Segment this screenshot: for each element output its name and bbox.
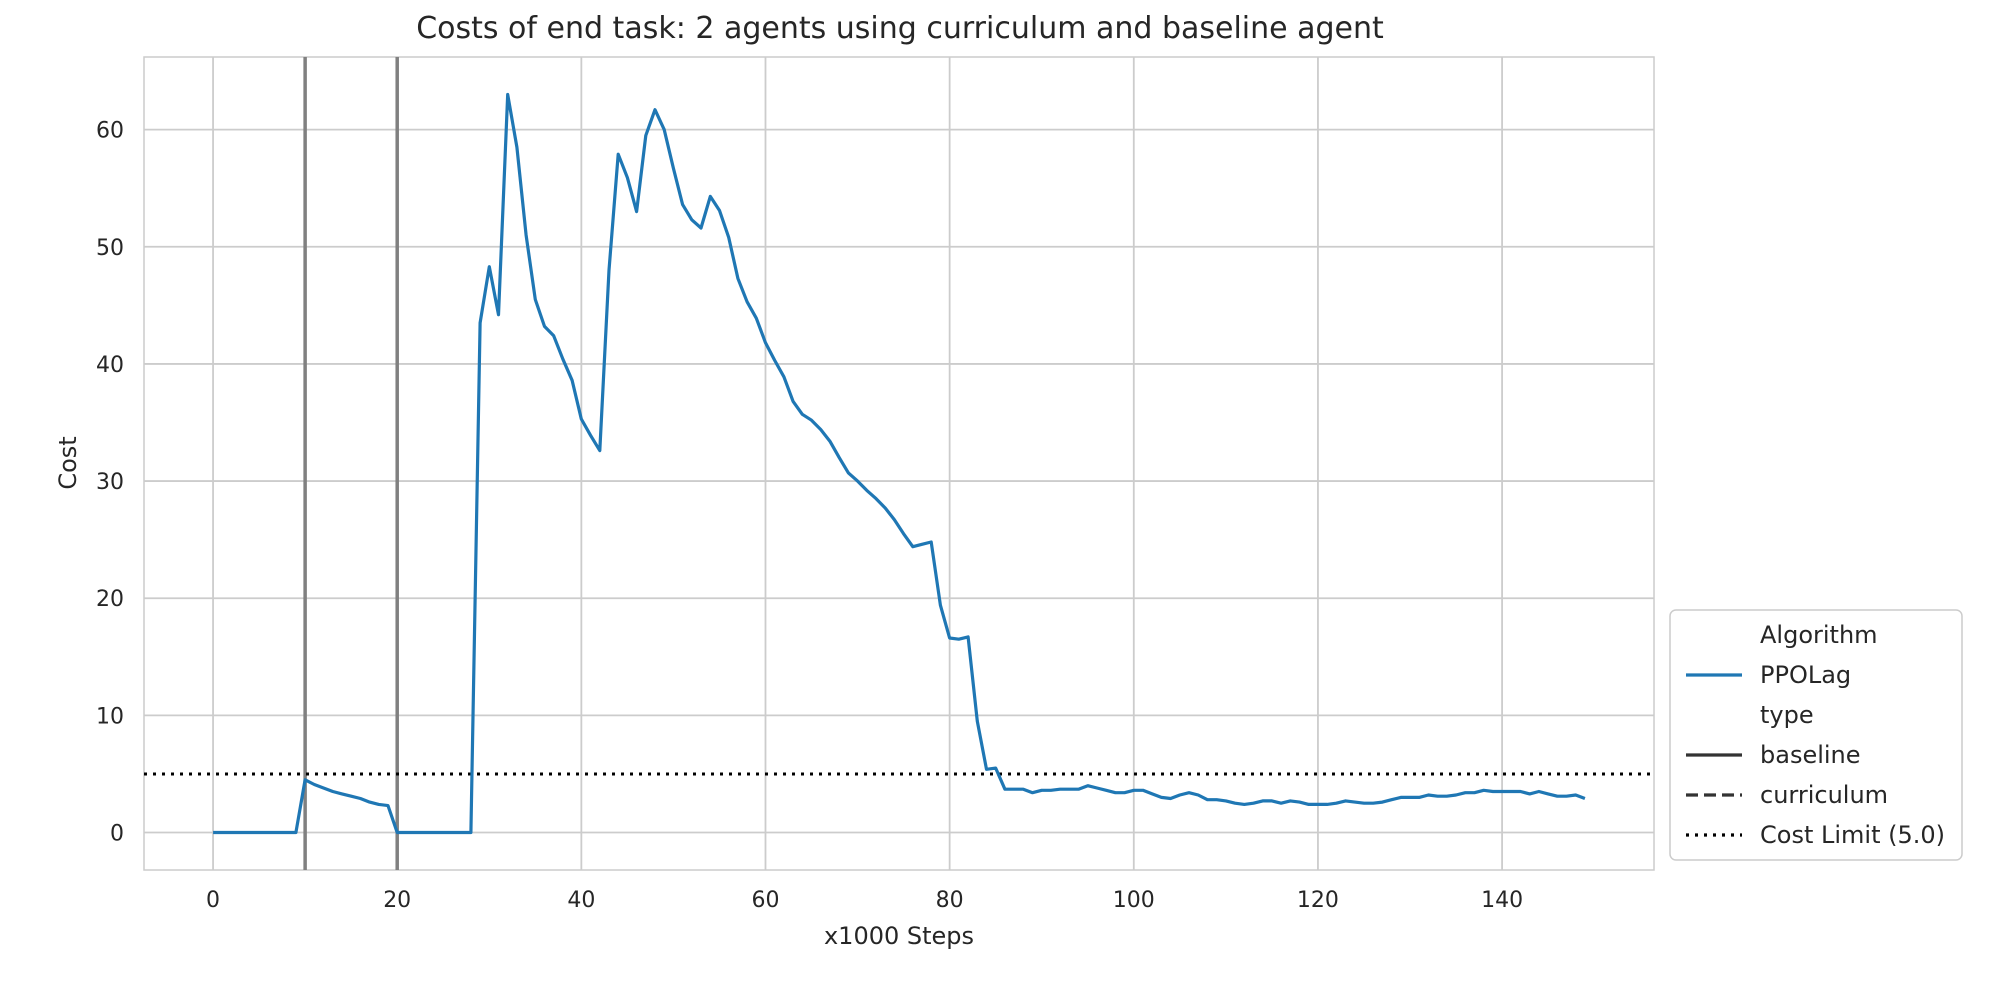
x-tick-label: 60 <box>751 888 779 913</box>
x-tick-label: 140 <box>1481 888 1523 913</box>
x-tick-label: 80 <box>936 888 964 913</box>
plot-area <box>143 56 1655 871</box>
x-tick-label: 20 <box>383 888 411 913</box>
x-axis-label: x1000 Steps <box>824 922 974 950</box>
legend-entry-label: curriculum <box>1760 781 1888 809</box>
plot-frame <box>143 56 1655 871</box>
y-tick-labels: 0 10 20 30 40 50 60 <box>96 119 124 847</box>
x-tick-label: 100 <box>1113 888 1155 913</box>
chart-title: Costs of end task: 2 agents using curric… <box>416 11 1384 46</box>
x-tick-label: 40 <box>567 888 595 913</box>
legend: Algorithm PPOLag type baseline curriculum Cos… <box>1669 609 1963 861</box>
x-tick-label: 0 <box>206 888 220 913</box>
series-group <box>213 92 1586 835</box>
legend-entry-label: baseline <box>1760 741 1861 769</box>
legend-entries: Algorithm PPOLag type baseline curriculum Cos… <box>1686 621 1945 849</box>
y-tick-label: 10 <box>96 704 124 729</box>
series-line-ppolag <box>213 92 1586 835</box>
y-tick-label: 40 <box>96 353 124 378</box>
x-tick-label: 120 <box>1297 888 1339 913</box>
legend-entry-label: Algorithm <box>1760 621 1878 649</box>
y-tick-label: 50 <box>96 236 124 261</box>
y-tick-label: 30 <box>96 470 124 495</box>
legend-entry-label: PPOLag <box>1760 661 1851 689</box>
y-tick-label: 60 <box>96 119 124 144</box>
x-tick-labels: 0 20 40 60 80 100 120 140 <box>206 888 1523 913</box>
legend-box <box>1669 609 1963 861</box>
curriculum-switch-lines <box>303 57 399 870</box>
legend-entry-label: type <box>1760 701 1814 729</box>
legend-entry-label: Cost Limit (5.0) <box>1760 821 1945 849</box>
y-tick-label: 0 <box>110 822 124 847</box>
y-axis-label: Cost <box>54 436 82 489</box>
y-tick-label: 20 <box>96 587 124 612</box>
